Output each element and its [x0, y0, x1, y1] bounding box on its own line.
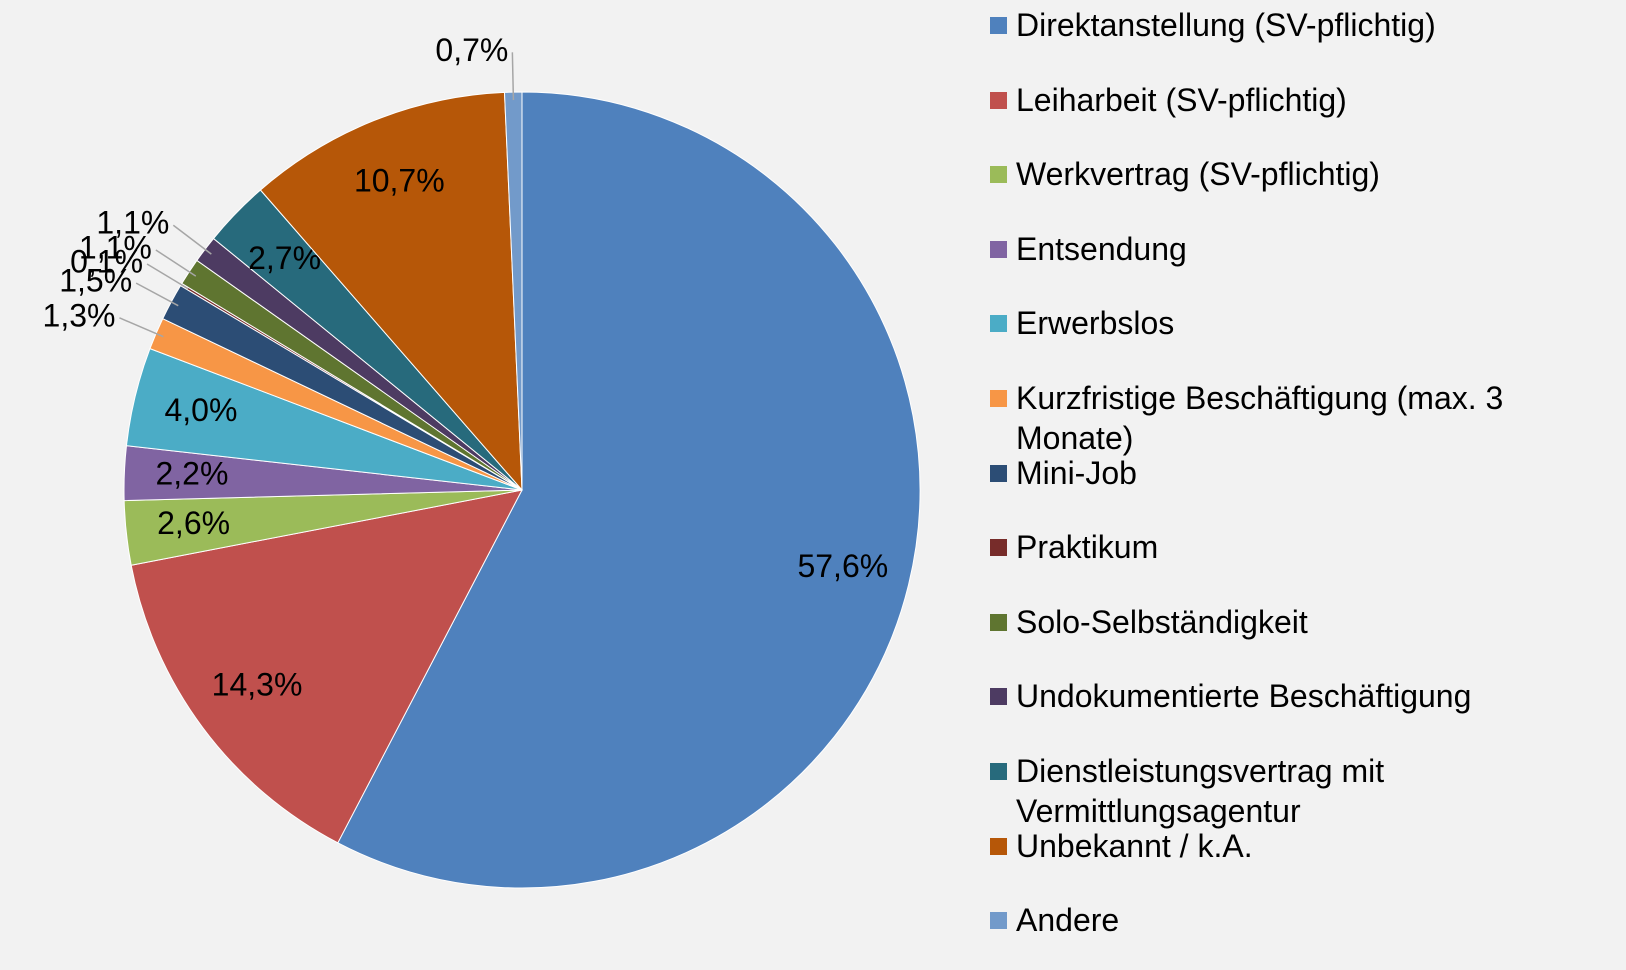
legend-swatch	[990, 240, 1007, 258]
legend-label: Leiharbeit (SV-pflichtig)	[1016, 81, 1347, 118]
leader-line	[119, 317, 164, 338]
legend-item: Kurzfristige Beschäftigung (max. 3 Monat…	[990, 378, 1580, 458]
data-label: 1,3%	[43, 297, 116, 333]
legend-label: Mini-Job	[1016, 454, 1137, 491]
data-label: 1,5%	[59, 263, 132, 299]
legend-swatch	[990, 912, 1007, 930]
legend-label: Unbekannt / k.A.	[1016, 827, 1253, 864]
data-label: 1,1%	[79, 229, 152, 265]
legend-swatch	[990, 539, 1007, 557]
legend-item: Praktikum	[990, 527, 1580, 567]
legend-item: Solo-Selbständigkeit	[990, 602, 1580, 642]
legend-label: Kurzfristige Beschäftigung (max. 3 Monat…	[1016, 380, 1504, 456]
legend-item: Direktanstellung (SV-pflichtig)	[990, 5, 1580, 45]
legend-swatch	[990, 17, 1007, 34]
legend-swatch	[990, 390, 1007, 407]
legend-swatch	[990, 688, 1007, 706]
legend-item: Werkvertrag (SV-pflichtig)	[990, 154, 1580, 194]
legend-swatch	[990, 613, 1007, 631]
legend-label: Solo-Selbständigkeit	[1016, 603, 1308, 640]
legend-item: Erwerbslos	[990, 303, 1580, 343]
pie-slice	[259, 91, 523, 492]
data-label: 14,3%	[212, 667, 303, 703]
legend-swatch	[990, 91, 1007, 109]
legend-item: Entsendung	[990, 229, 1580, 269]
data-label: 4,0%	[164, 392, 237, 428]
leader-line	[135, 282, 179, 307]
legend-swatch	[990, 166, 1007, 184]
legend-label: Undokumentierte Beschäftigung	[1016, 678, 1472, 715]
legend-label: Werkvertrag (SV-pflichtig)	[1016, 156, 1380, 193]
legend-swatch	[990, 464, 1007, 482]
data-label: 10,7%	[354, 163, 445, 199]
pie-slice	[130, 489, 523, 844]
legend-item: Mini-Job	[990, 453, 1580, 493]
legend-item: Undokumentierte Beschäftigung	[990, 676, 1580, 716]
data-label: 0,1%	[70, 243, 143, 279]
legend-swatch	[990, 837, 1007, 855]
legend-label: Erwerbslos	[1016, 305, 1175, 342]
legend-item: Andere	[990, 900, 1580, 940]
leader-line	[155, 249, 197, 277]
data-label: 2,2%	[155, 455, 228, 491]
legend-label: Andere	[1016, 902, 1120, 939]
legend-label: Direktanstellung (SV-pflichtig)	[1016, 7, 1436, 43]
legend-item: Leiharbeit (SV-pflichtig)	[990, 80, 1580, 120]
chart: 57,6% 14,3% 2,6% 2,2% 4,0% 1,3%1,5%0,1%1,1%1,…	[43, 32, 921, 889]
leader-line	[172, 224, 212, 255]
legend-label: Praktikum	[1016, 529, 1159, 566]
data-label: 57,6%	[797, 548, 888, 584]
legend-swatch	[990, 315, 1007, 333]
leader-line	[511, 52, 515, 101]
legend-item: Unbekannt / k.A.	[990, 826, 1580, 866]
legend-label: Entsendung	[1016, 230, 1187, 267]
data-label: 0,7%	[435, 32, 508, 68]
legend-swatch	[990, 763, 1007, 780]
legend-item: Dienstleistungsvertrag mit Vermittlungsa…	[990, 751, 1580, 831]
leader-line	[146, 263, 189, 290]
pie-slice	[337, 91, 921, 889]
legend-label: Dienstleistungsvertrag mit Vermittlungsa…	[1016, 753, 1385, 829]
data-label: 2,6%	[157, 505, 230, 541]
data-label: 1,1%	[96, 205, 169, 241]
